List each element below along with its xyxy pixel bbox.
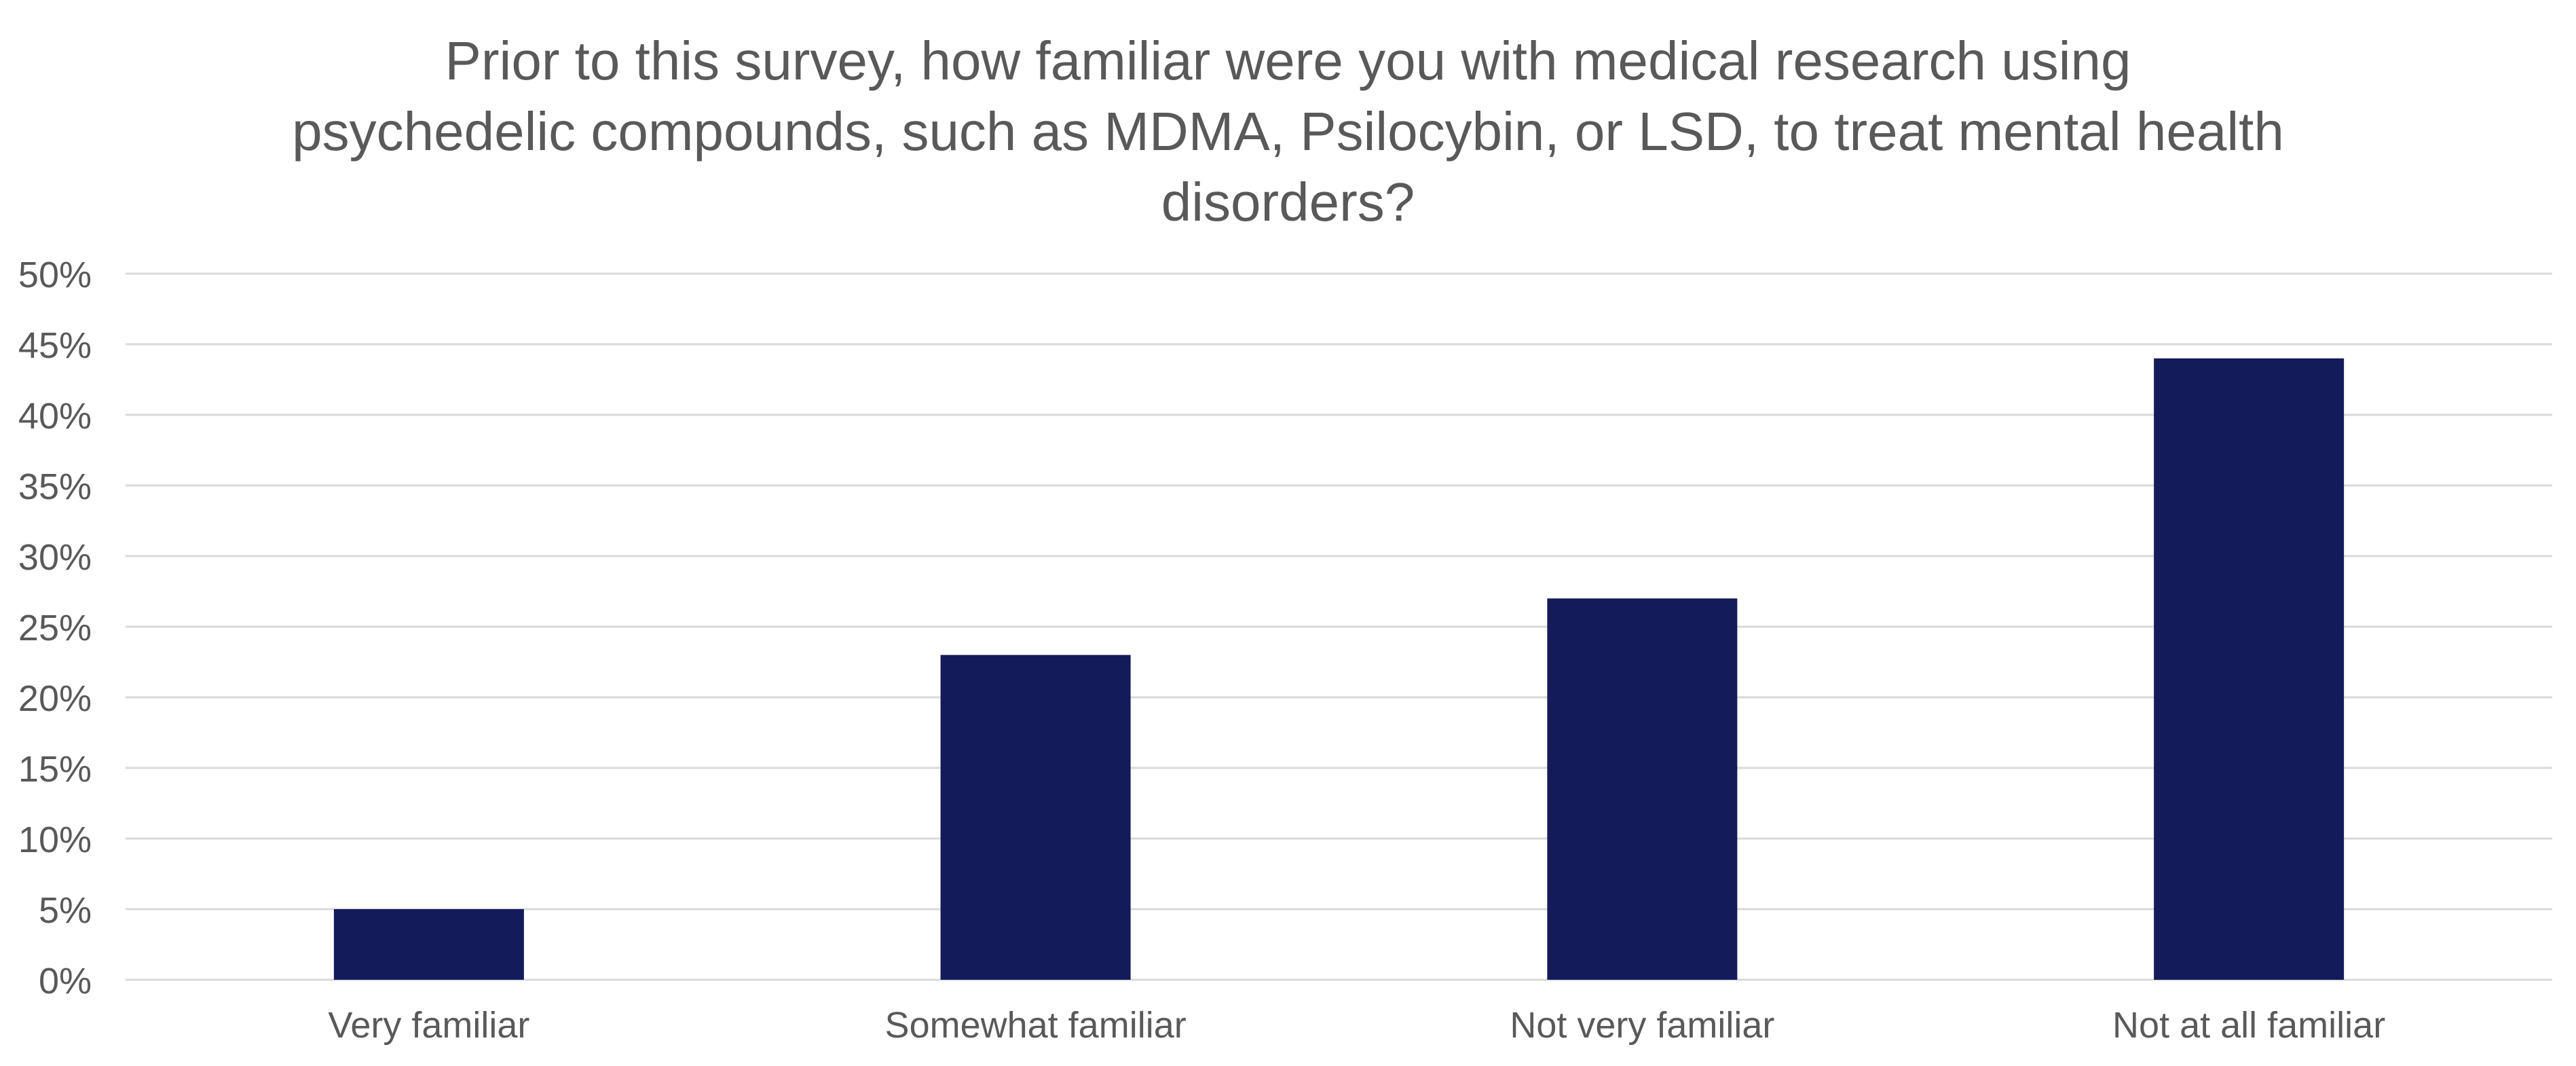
y-tick-label: 5% [39,890,92,931]
bar [2154,358,2345,980]
bars [333,358,2345,980]
y-tick-label: 10% [18,820,92,860]
x-axis-tick-labels: Very familiar Somewhat familiar Not very f… [328,1005,2385,1046]
chart-title-line-1: Prior to this survey, how familiar were … [445,31,2131,91]
bar [940,655,1131,980]
y-tick-label: 15% [18,749,92,790]
y-tick-label: 30% [18,537,92,578]
bar [333,909,524,980]
y-tick-label: 40% [18,396,92,437]
x-tick-label: Not very familiar [1510,1005,1774,1046]
y-tick-label: 20% [18,678,92,719]
y-tick-label: 25% [18,608,92,648]
y-tick-label: 0% [39,961,92,1001]
bar [1547,598,1738,980]
y-tick-label: 45% [18,325,92,366]
chart-title-line-2: psychedelic compounds, such as MDMA, Psi… [292,101,2284,162]
y-tick-label: 50% [18,255,92,295]
x-tick-label: Not at all familiar [2112,1005,2385,1046]
x-tick-label: Very familiar [328,1005,529,1046]
gridlines [126,272,2552,981]
chart-title-line-3: disorders? [1161,172,1415,232]
y-axis-tick-labels: 0% 5% 10% 15% 20% 25% 30% 35% 40% 45% 50% [18,255,92,1001]
chart-title: Prior to this survey, how familiar were … [0,26,2576,238]
x-tick-label: Somewhat familiar [885,1005,1187,1046]
y-tick-label: 35% [18,466,92,507]
